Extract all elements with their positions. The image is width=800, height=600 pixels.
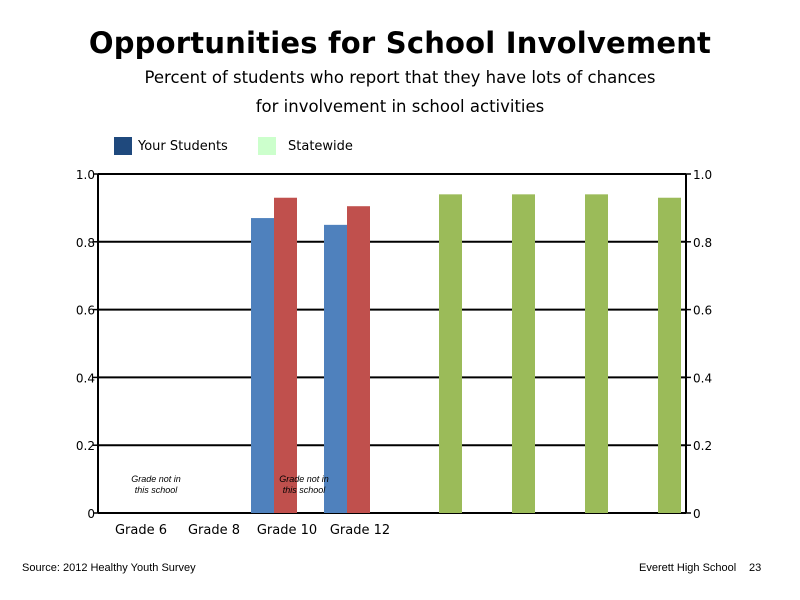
right-y-tick-label: 1.0: [693, 168, 712, 182]
chart-title: Opportunities for School Involvement: [88, 26, 712, 60]
right-y-tick-label: 0.2: [693, 439, 712, 453]
not-in-school-annotation: this school: [283, 485, 327, 495]
not-in-school-annotation: Grade not in: [279, 474, 329, 484]
left-y-tick-label: 0.8: [76, 236, 95, 250]
legend-swatch-statewide: [258, 137, 276, 155]
not-in-school-annotation: this school: [135, 485, 179, 495]
right-y-tick-label: 0: [693, 507, 701, 521]
chart-subtitle-line2: for involvement in school activities: [255, 97, 545, 116]
x-category-label: Grade 12: [330, 523, 390, 538]
bar-trend: [585, 194, 608, 513]
x-category-label: Grade 6: [115, 523, 167, 538]
left-y-tick-label: 0.2: [76, 439, 95, 453]
right-y-tick-label: 0.6: [693, 304, 712, 318]
bar-statewide: [347, 206, 370, 513]
bar-your-students: [251, 218, 274, 513]
left-y-tick-label: 1.0: [76, 168, 95, 182]
bar-trend: [658, 197, 681, 514]
legend-label-your-students: Your Students: [138, 138, 228, 154]
legend-item-statewide: Statewide: [258, 137, 353, 155]
legend-label-statewide: Statewide: [288, 138, 353, 154]
left-y-tick-label: 0: [87, 507, 95, 521]
x-category-label: Grade 10: [257, 523, 317, 538]
chart-subtitle-line1: Percent of students who report that they…: [144, 68, 656, 87]
source-note: Source: 2012 Healthy Youth Survey: [22, 562, 196, 574]
right-y-tick-label: 0.8: [693, 236, 712, 250]
legend-swatch-your-students: [114, 137, 132, 155]
legend-item-your-students: Your Students: [114, 137, 228, 155]
not-in-school-annotation: Grade not in: [131, 474, 181, 484]
school-name: Everett High School: [639, 562, 737, 574]
bar-statewide: [274, 197, 297, 514]
bar-your-students: [324, 224, 347, 513]
left-y-tick-label: 0.6: [76, 304, 95, 318]
bar-trend: [439, 194, 462, 513]
page-number: 23: [749, 562, 762, 574]
bar-trend: [512, 194, 535, 513]
left-y-tick-label: 0.4: [76, 371, 95, 385]
right-y-tick-label: 0.4: [693, 371, 712, 385]
x-category-label: Grade 8: [188, 523, 240, 538]
